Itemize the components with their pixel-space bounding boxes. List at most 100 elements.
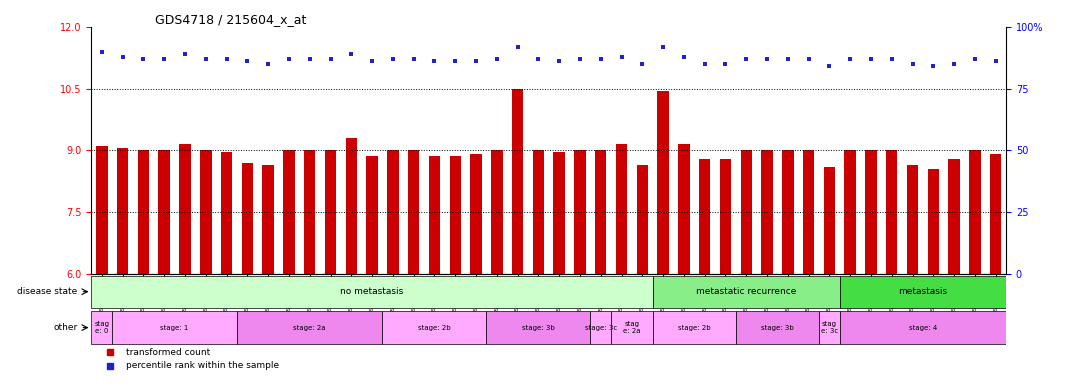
Point bbox=[634, 61, 651, 67]
Bar bbox=[928, 169, 939, 274]
Bar bbox=[491, 150, 502, 274]
Text: stag
e: 2a: stag e: 2a bbox=[623, 321, 640, 334]
Point bbox=[94, 48, 111, 55]
Bar bbox=[200, 150, 212, 274]
Text: stage: 3c: stage: 3c bbox=[584, 324, 617, 331]
Bar bbox=[117, 148, 128, 274]
Bar bbox=[91, 311, 112, 344]
Point bbox=[405, 56, 422, 62]
Point bbox=[489, 56, 506, 62]
Point bbox=[447, 58, 464, 65]
Bar bbox=[91, 276, 653, 308]
Point bbox=[218, 56, 236, 62]
Text: GDS4718 / 215604_x_at: GDS4718 / 215604_x_at bbox=[156, 13, 307, 26]
Bar bbox=[803, 150, 815, 274]
Bar bbox=[948, 159, 960, 274]
Bar bbox=[470, 154, 482, 274]
Bar bbox=[762, 150, 773, 274]
Bar bbox=[819, 311, 839, 344]
Bar bbox=[221, 152, 232, 274]
Bar bbox=[595, 150, 607, 274]
Bar bbox=[96, 146, 108, 274]
Bar bbox=[387, 150, 398, 274]
Point bbox=[883, 56, 901, 62]
Point bbox=[779, 56, 796, 62]
Point bbox=[259, 61, 277, 67]
Point bbox=[197, 56, 214, 62]
Point bbox=[384, 56, 401, 62]
Point bbox=[571, 56, 589, 62]
Text: stage: 3b: stage: 3b bbox=[761, 324, 794, 331]
Bar bbox=[325, 150, 336, 274]
Point bbox=[717, 61, 734, 67]
Point bbox=[467, 58, 484, 65]
Text: stage: 2b: stage: 2b bbox=[678, 324, 710, 331]
Bar bbox=[345, 138, 357, 274]
Bar bbox=[237, 311, 382, 344]
Text: stage: 2b: stage: 2b bbox=[419, 324, 451, 331]
Bar bbox=[138, 150, 150, 274]
Bar bbox=[637, 165, 648, 274]
Bar bbox=[736, 311, 819, 344]
Bar bbox=[180, 144, 190, 274]
Point bbox=[946, 61, 963, 67]
Point bbox=[281, 56, 298, 62]
Text: transformed count: transformed count bbox=[126, 348, 211, 357]
Bar bbox=[699, 159, 710, 274]
Bar bbox=[678, 144, 690, 274]
Point bbox=[509, 43, 526, 50]
Point bbox=[654, 43, 671, 50]
Bar bbox=[653, 311, 736, 344]
Bar bbox=[283, 150, 295, 274]
Bar bbox=[533, 150, 544, 274]
Bar bbox=[553, 152, 565, 274]
Point bbox=[551, 58, 568, 65]
Text: stage: 4: stage: 4 bbox=[909, 324, 937, 331]
Text: metastasis: metastasis bbox=[898, 287, 948, 296]
Bar bbox=[611, 311, 653, 344]
Point bbox=[529, 56, 547, 62]
Bar bbox=[408, 150, 420, 274]
Point bbox=[759, 56, 776, 62]
Point bbox=[156, 56, 173, 62]
Bar bbox=[158, 150, 170, 274]
Bar bbox=[242, 163, 253, 274]
Point bbox=[301, 56, 318, 62]
Bar bbox=[575, 150, 585, 274]
Text: metastatic recurrence: metastatic recurrence bbox=[696, 287, 796, 296]
Text: stage: 3b: stage: 3b bbox=[522, 324, 555, 331]
Bar bbox=[366, 157, 378, 274]
Point bbox=[134, 56, 152, 62]
Bar bbox=[740, 150, 752, 274]
Point bbox=[738, 56, 755, 62]
Bar bbox=[263, 165, 274, 274]
Point bbox=[426, 58, 443, 65]
Point bbox=[696, 61, 713, 67]
Point bbox=[841, 56, 859, 62]
Point bbox=[987, 58, 1004, 65]
Bar bbox=[839, 311, 1006, 344]
Bar bbox=[886, 150, 897, 274]
Point bbox=[322, 56, 339, 62]
Bar bbox=[615, 144, 627, 274]
Point bbox=[114, 53, 131, 60]
Bar bbox=[907, 165, 918, 274]
Bar bbox=[845, 150, 855, 274]
Text: stage: 2a: stage: 2a bbox=[294, 324, 326, 331]
Point bbox=[239, 58, 256, 65]
Bar bbox=[657, 91, 669, 274]
Bar bbox=[428, 157, 440, 274]
Bar bbox=[112, 311, 237, 344]
Point bbox=[862, 56, 879, 62]
Text: no metastasis: no metastasis bbox=[340, 287, 404, 296]
Point bbox=[799, 56, 817, 62]
Bar bbox=[512, 89, 523, 274]
Text: disease state: disease state bbox=[17, 287, 77, 296]
Point bbox=[924, 63, 942, 70]
Bar bbox=[865, 150, 877, 274]
Bar bbox=[839, 276, 1006, 308]
Bar bbox=[486, 311, 591, 344]
Point bbox=[176, 51, 194, 57]
Point bbox=[592, 56, 609, 62]
Bar bbox=[720, 159, 732, 274]
